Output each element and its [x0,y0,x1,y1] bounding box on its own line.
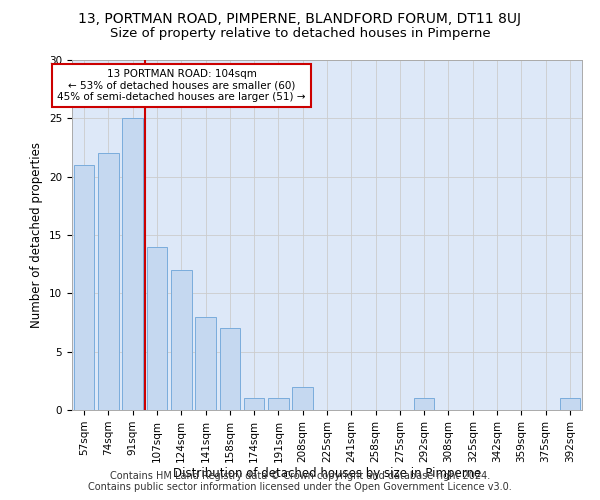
Bar [560,398,580,410]
Bar [220,328,240,410]
Text: 13 PORTMAN ROAD: 104sqm
← 53% of detached houses are smaller (60)
45% of semi-de: 13 PORTMAN ROAD: 104sqm ← 53% of detache… [58,69,306,102]
Bar [292,386,313,410]
Bar [98,154,119,410]
Bar [268,398,289,410]
X-axis label: Distribution of detached houses by size in Pimperne: Distribution of detached houses by size … [173,468,481,480]
Bar [74,165,94,410]
Bar [244,398,265,410]
Bar [122,118,143,410]
Bar [171,270,191,410]
Bar [195,316,216,410]
Text: 13, PORTMAN ROAD, PIMPERNE, BLANDFORD FORUM, DT11 8UJ: 13, PORTMAN ROAD, PIMPERNE, BLANDFORD FO… [79,12,521,26]
Bar [414,398,434,410]
Text: Size of property relative to detached houses in Pimperne: Size of property relative to detached ho… [110,28,490,40]
Text: Contains HM Land Registry data © Crown copyright and database right 2024.
Contai: Contains HM Land Registry data © Crown c… [88,471,512,492]
Y-axis label: Number of detached properties: Number of detached properties [31,142,43,328]
Bar [146,246,167,410]
